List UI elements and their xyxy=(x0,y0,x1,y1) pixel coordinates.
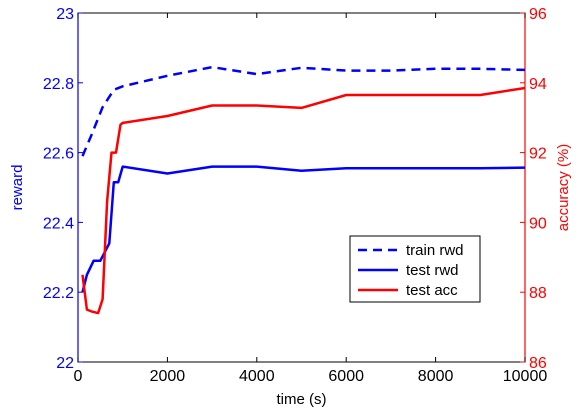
x-tick-label: 0 xyxy=(74,368,83,385)
y-right-tick-label: 92 xyxy=(529,146,547,163)
y-right-axis-label: accuracy (%) xyxy=(555,144,572,232)
x-axis-label: time (s) xyxy=(277,391,327,408)
legend: train rwd test rwd test acc xyxy=(349,235,481,303)
y-left-tick-label: 23 xyxy=(56,6,74,23)
y-left-tick-label: 22 xyxy=(56,355,74,372)
y-left-tick-label: 22.6 xyxy=(43,146,74,163)
y-right-tick-label: 96 xyxy=(529,6,547,23)
x-tick-label: 2000 xyxy=(150,368,186,385)
y-right-tick-label: 94 xyxy=(529,76,547,93)
y-right-tick-label: 88 xyxy=(529,285,547,302)
legend-label: train rwd xyxy=(406,242,464,259)
series-line-test-rwd xyxy=(81,165,526,293)
legend-label: test acc xyxy=(406,282,458,299)
y-right-tick-label: 90 xyxy=(529,215,547,232)
series-line-test-acc xyxy=(81,86,526,315)
y-right-tick-label: 86 xyxy=(529,355,547,372)
series-line-train-rwd xyxy=(81,65,526,157)
x-tick-label: 6000 xyxy=(328,368,364,385)
y-left-tick-label: 22.4 xyxy=(43,215,74,232)
x-tick-label: 8000 xyxy=(418,368,454,385)
y-left-axis-label: reward xyxy=(9,165,26,211)
x-tick-label: 10000 xyxy=(503,368,548,385)
x-tick-label: 4000 xyxy=(239,368,275,385)
legend-label: test rwd xyxy=(406,262,459,279)
y-left-tick-label: 22.8 xyxy=(43,76,74,93)
y-left-tick-label: 22.2 xyxy=(43,285,74,302)
